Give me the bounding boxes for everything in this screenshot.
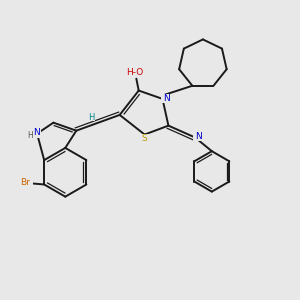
Text: H: H [27,131,33,140]
FancyBboxPatch shape [161,94,171,103]
FancyBboxPatch shape [140,134,149,142]
Text: H-O: H-O [127,68,144,77]
Text: Br: Br [20,178,30,187]
FancyBboxPatch shape [194,133,203,141]
Text: H: H [88,113,94,122]
Text: N: N [195,132,202,141]
FancyBboxPatch shape [127,68,143,77]
Text: N: N [33,128,40,137]
FancyBboxPatch shape [16,177,33,187]
Text: S: S [142,134,148,142]
FancyBboxPatch shape [27,129,41,138]
FancyBboxPatch shape [88,114,95,121]
Text: N: N [163,94,170,103]
